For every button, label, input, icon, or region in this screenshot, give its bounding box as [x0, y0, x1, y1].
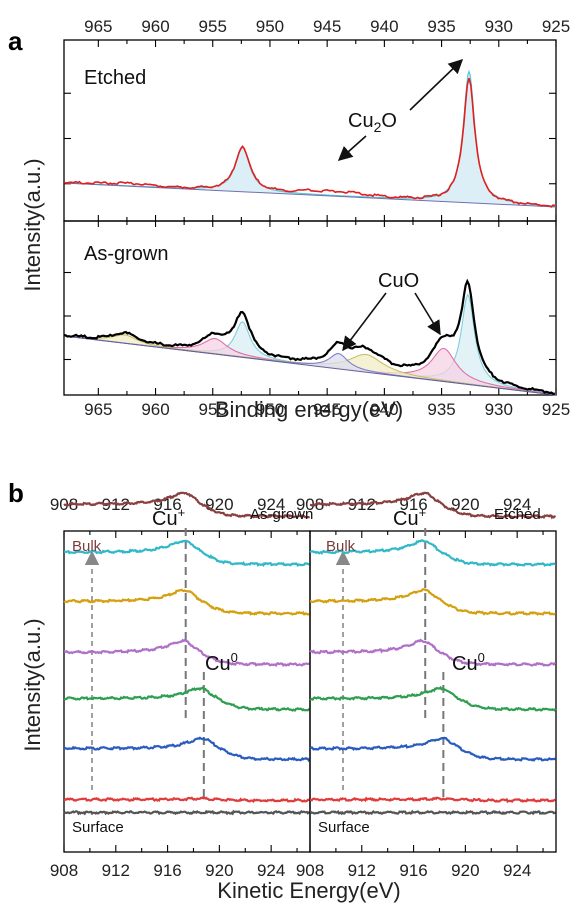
spectrum-trace [309, 796, 556, 804]
spectrum-trace [309, 539, 557, 567]
x-tick-label-bottom: 920 [451, 861, 479, 880]
panel-label-b: b [8, 478, 24, 508]
panel-a-ylabel: Intensity(a.u.) [20, 158, 45, 291]
spectrum-trace [310, 809, 556, 816]
x-tick-label-top: 908 [296, 495, 324, 514]
x-tick-label-bottom: 908 [296, 861, 324, 880]
x-tick-label-top: 940 [370, 17, 398, 36]
label-cu-zero-right-base: Cu [452, 653, 478, 675]
label-cu2o: Cu2O [348, 110, 397, 135]
x-tick-label-bottom: 960 [141, 400, 169, 419]
background-line [63, 182, 557, 208]
label-cu2o-base: Cu [348, 110, 374, 132]
label-asgrown-b: As-grown [250, 506, 313, 523]
label-cu-zero-right: Cu0 [452, 650, 485, 675]
panel-a-bottom: 965 960 955 950 945 940 935 930 925 [63, 220, 570, 419]
label-etched-b: Etched [494, 506, 541, 523]
x-tick-label-bottom: 916 [399, 861, 427, 880]
label-cu-zero-left: Cu0 [205, 650, 238, 675]
x-tick-label-bottom: 930 [485, 400, 513, 419]
x-tick-label-bottom: 945 [313, 400, 341, 419]
x-tick-label-top: 965 [84, 17, 112, 36]
label-cu-plus-left-base: Cu [152, 508, 178, 530]
label-cu-plus-right-sup: + [419, 505, 427, 520]
x-tick-label-top: 955 [199, 17, 227, 36]
x-tick-label-bottom: 955 [199, 400, 227, 419]
spectrum-trace [63, 796, 310, 804]
x-tick-label-top: 912 [102, 495, 130, 514]
spectrum-trace [63, 809, 311, 816]
x-tick-label-bottom: 935 [427, 400, 455, 419]
x-tick-label-bottom: 912 [102, 861, 130, 880]
x-tick-label-top: 930 [485, 17, 513, 36]
label-cu-plus-left: Cu+ [152, 505, 185, 530]
x-tick-label-top: 950 [256, 17, 284, 36]
x-tick-label-top: 924 [257, 495, 285, 514]
spectrum-trace [309, 736, 557, 762]
spectrum-trace [63, 686, 311, 712]
label-cu-plus-right: Cu+ [393, 505, 426, 530]
panel-a-top: 965 960 955 950 945 940 935 930 925 [63, 17, 570, 222]
label-surface-right: Surface [318, 819, 370, 836]
x-tick-label-bottom: 908 [50, 861, 78, 880]
spectrum-trace [63, 588, 310, 616]
x-tick-label-top: 945 [313, 17, 341, 36]
spectrum-trace [63, 539, 310, 568]
label-cu2o-sub: 2 [374, 119, 382, 135]
x-tick-label-top: 920 [205, 495, 233, 514]
label-surface-left: Surface [72, 819, 124, 836]
x-tick-label-bottom: 940 [370, 400, 398, 419]
label-cu-plus-left-sup: + [178, 505, 186, 520]
x-tick-label-top: 960 [141, 17, 169, 36]
label-bulk-right: Bulk [326, 538, 356, 555]
spectrum-trace [63, 736, 311, 763]
spectrum-trace [309, 638, 557, 667]
x-tick-label-top: 935 [427, 17, 455, 36]
label-etched-a: Etched [84, 67, 146, 89]
arrow-cu2o-right [409, 59, 464, 111]
spectrum-trace [63, 491, 311, 519]
x-tick-label-top: 925 [542, 17, 570, 36]
series-etched-data [63, 77, 556, 208]
panel-b-xlabel: Kinetic Energy(eV) [217, 878, 400, 903]
x-tick-label-bottom: 965 [84, 400, 112, 419]
x-tick-label-top: 920 [451, 495, 479, 514]
x-tick-label-bottom: 950 [256, 400, 284, 419]
x-tick-label-bottom: 924 [257, 861, 285, 880]
label-asgrown-a: As-grown [84, 243, 168, 265]
panel-label-a: a [8, 26, 23, 56]
plot-frame [63, 220, 557, 396]
x-tick-label-top: 924 [503, 495, 531, 514]
arrow-cu2o-left [337, 135, 367, 161]
arrow-cuo-left [342, 292, 387, 352]
label-cuo: CuO [378, 270, 419, 292]
panel-a-xlabel: Binding energy(eV) [215, 397, 403, 422]
x-tick-label-bottom: 925 [542, 400, 570, 419]
label-cu-zero-right-sup: 0 [478, 650, 485, 665]
label-cu-plus-right-base: Cu [393, 508, 419, 530]
label-cu2o-suffix: O [381, 110, 397, 132]
spectrum-trace [309, 685, 557, 712]
x-tick-label-bottom: 912 [348, 861, 376, 880]
background-line [63, 335, 557, 396]
spectrum-trace [309, 588, 556, 616]
x-tick-label-bottom: 924 [503, 861, 531, 880]
series-asgrown-data [63, 278, 556, 395]
spectrum-trace [63, 638, 310, 668]
plot-frame [309, 530, 557, 853]
arrow-cuo-right [414, 292, 441, 336]
x-tick-label-bottom: 920 [205, 861, 233, 880]
x-tick-label-bottom: 916 [153, 861, 181, 880]
label-bulk-left: Bulk [72, 538, 102, 555]
spectrum-trace [309, 491, 557, 520]
panel-b-ylabel: Intensity(a.u.) [20, 618, 45, 751]
x-tick-label-top: 912 [348, 495, 376, 514]
label-cu-zero-left-sup: 0 [231, 650, 238, 665]
label-cu-zero-left-base: Cu [205, 653, 231, 675]
